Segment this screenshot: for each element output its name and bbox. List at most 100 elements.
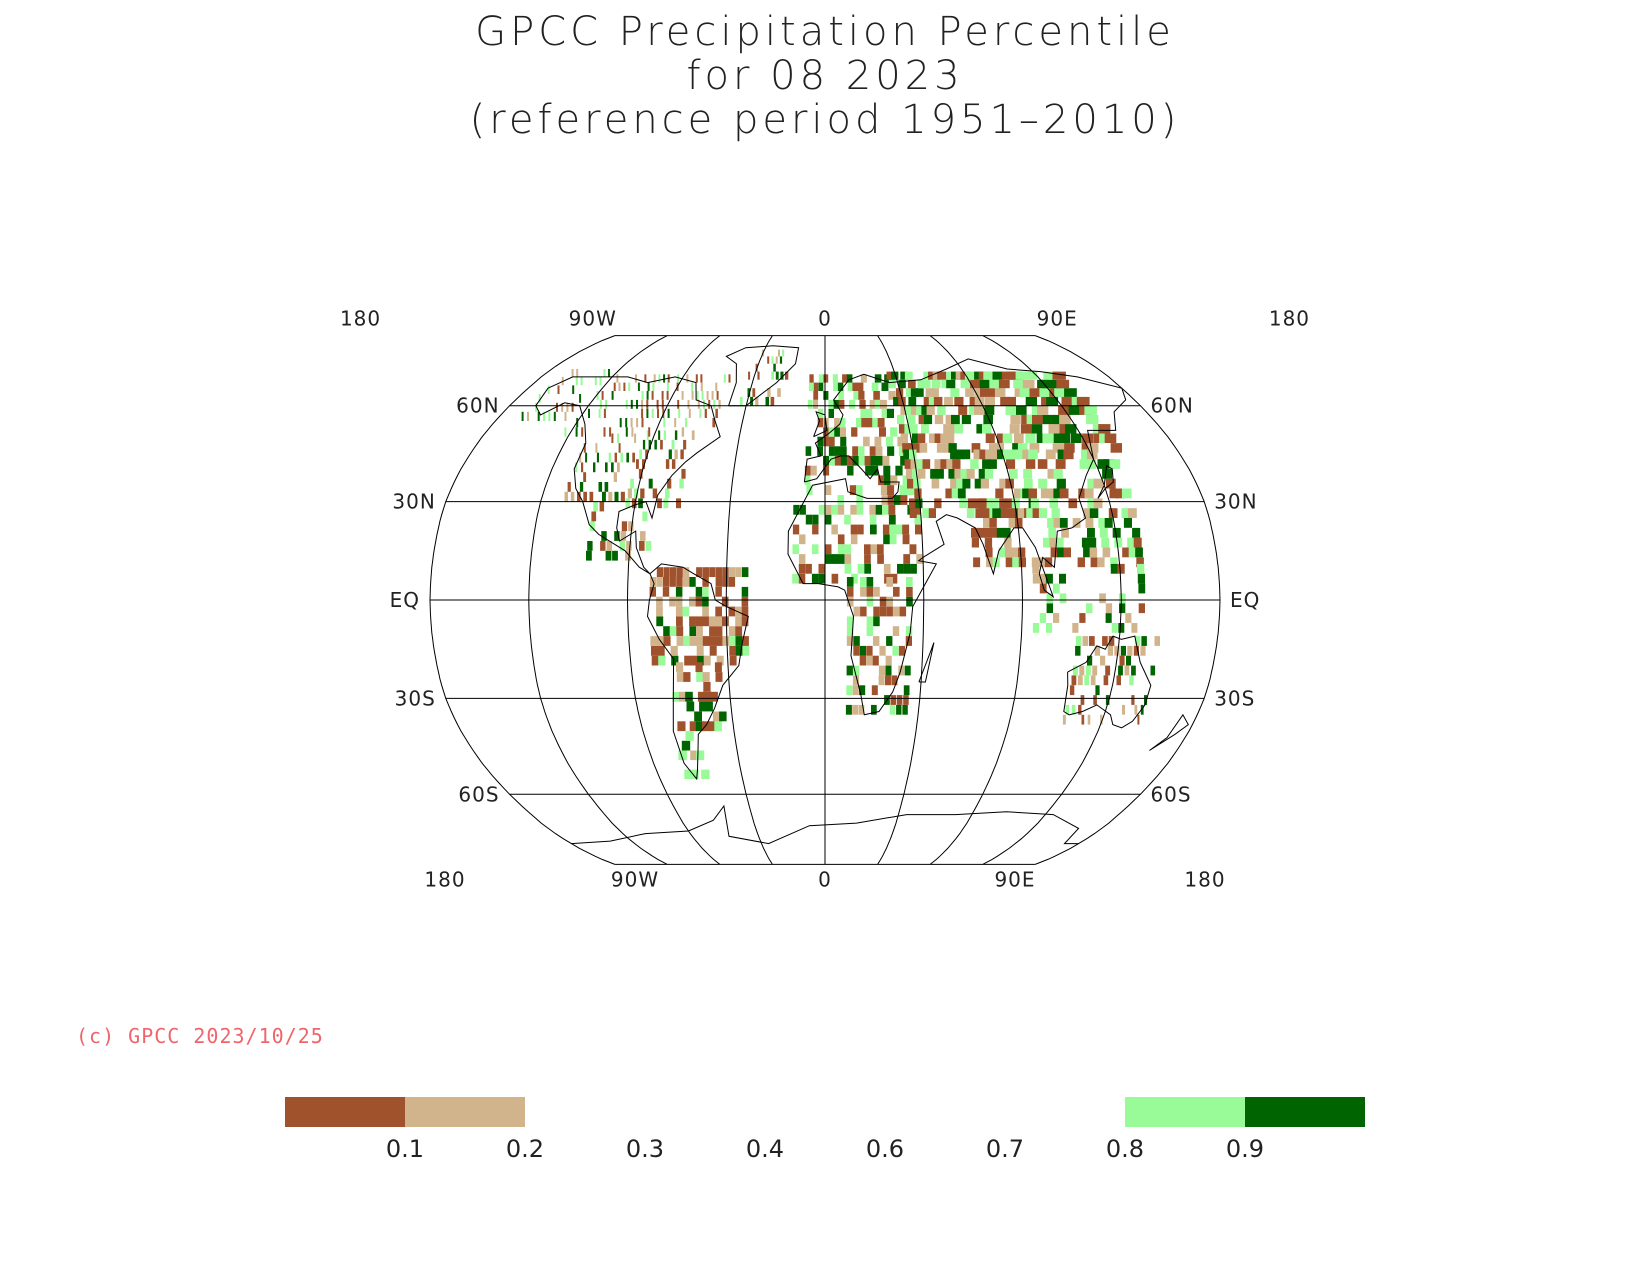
anomaly-cell	[709, 626, 716, 636]
anomaly-cell	[676, 567, 683, 577]
anomaly-cell	[912, 468, 920, 479]
anomaly-cell	[855, 418, 863, 428]
anomaly-cell	[1081, 443, 1093, 453]
anomaly-cell	[1013, 488, 1023, 499]
anomaly-cell	[898, 379, 906, 389]
anomaly-cell	[849, 399, 856, 409]
anomaly-cell	[989, 443, 999, 453]
lon-label-bottom: 0	[818, 867, 832, 891]
anomaly-cell	[1100, 655, 1106, 666]
anomaly-cell	[657, 408, 659, 418]
anomaly-cell	[676, 498, 681, 509]
anomaly-cell	[677, 374, 680, 383]
anomaly-cell	[944, 396, 953, 406]
anomaly-cell	[1047, 468, 1057, 479]
anomaly-cell	[899, 485, 907, 495]
anomaly-cell	[742, 645, 750, 656]
anomaly-cell	[1036, 433, 1047, 443]
anomaly-cell	[1134, 636, 1141, 646]
anomaly-cell	[913, 504, 921, 515]
legend-swatch-0.1-0.2	[405, 1097, 525, 1127]
anomaly-cell	[890, 573, 898, 584]
anomaly-cell	[899, 606, 907, 617]
anomaly-cell	[773, 363, 776, 372]
anomaly-cell	[1110, 443, 1122, 453]
anomaly-cell	[968, 405, 978, 415]
anomaly-cell	[1039, 388, 1052, 397]
anomaly-cell	[656, 577, 663, 587]
legend-swatch-below-0.1	[285, 1097, 405, 1127]
anomaly-cell	[962, 478, 971, 489]
anomaly-cell	[599, 501, 605, 512]
anomaly-cell	[636, 418, 639, 428]
anomaly-cell	[640, 531, 646, 541]
anomaly-cell	[712, 418, 716, 428]
anomaly-cell	[589, 491, 594, 502]
anomaly-cell	[636, 399, 638, 409]
anomaly-cell	[990, 527, 998, 538]
anomaly-cell	[871, 685, 878, 696]
anomaly-cell	[905, 626, 913, 636]
anomaly-cell	[1070, 433, 1082, 443]
anomaly-cell	[619, 541, 626, 551]
anomaly-cell	[852, 455, 860, 466]
anomaly-cell	[1041, 379, 1055, 389]
anomaly-cell	[1051, 508, 1060, 518]
anomaly-cell	[904, 371, 913, 380]
anomaly-cell	[804, 465, 811, 476]
anomaly-cell	[823, 427, 829, 437]
anomaly-cell	[838, 391, 844, 400]
anomaly-cell	[1005, 547, 1013, 558]
anomaly-cell	[703, 682, 711, 692]
anomaly-cell	[598, 482, 603, 492]
anomaly-cell	[831, 573, 839, 584]
anomaly-cell	[593, 501, 598, 512]
anomaly-cell	[702, 577, 709, 587]
anomaly-cell	[870, 524, 877, 535]
anomaly-cell	[890, 427, 898, 437]
anomaly-cell	[808, 382, 814, 391]
anomaly-cell	[903, 554, 911, 564]
anomaly-cell	[813, 399, 818, 409]
anomaly-cell	[1011, 498, 1020, 509]
anomaly-cell	[934, 459, 943, 469]
anomaly-cell	[876, 455, 884, 466]
anomaly-cell	[695, 596, 703, 607]
legend-swatch-0.2-0.3	[525, 1097, 645, 1127]
lon-label-bottom: 90W	[611, 867, 659, 891]
anomaly-cell	[1042, 414, 1054, 425]
anomaly-cell	[1080, 695, 1085, 705]
anomaly-cell	[928, 371, 937, 380]
anomaly-cell	[702, 636, 710, 646]
anomaly-cell	[886, 371, 894, 380]
anomaly-cell	[702, 586, 709, 597]
anomaly-cell	[828, 436, 835, 447]
anomaly-cell	[1110, 563, 1118, 574]
anomaly-cell	[921, 424, 929, 434]
anomaly-cell	[627, 488, 632, 499]
anomaly-cell	[890, 695, 897, 705]
legend-swatch-0.4-0.6	[765, 1097, 885, 1127]
anomaly-cell	[887, 485, 895, 495]
anomaly-cell	[677, 399, 680, 409]
anomaly-cell	[782, 349, 785, 357]
anomaly-cell	[739, 396, 743, 406]
anomaly-cell	[859, 399, 866, 409]
anomaly-cell	[1043, 537, 1051, 548]
anomaly-cell	[828, 408, 834, 418]
anomaly-cell	[1064, 443, 1075, 453]
anomaly-cell	[915, 498, 923, 509]
anomaly-cell	[984, 537, 993, 548]
anomaly-cell	[1077, 675, 1083, 686]
anomaly-cell	[986, 508, 994, 518]
anomaly-cell	[654, 439, 657, 450]
anomaly-cell	[646, 391, 649, 400]
anomaly-cell	[1108, 636, 1115, 646]
lon-label-bottom: 90E	[994, 867, 1035, 891]
anomaly-cell	[1049, 537, 1058, 548]
anomaly-cell	[581, 462, 584, 473]
anomaly-cell	[936, 468, 944, 479]
anomaly-cell	[639, 541, 645, 551]
anomaly-cell	[1108, 508, 1118, 518]
anomaly-cell	[998, 547, 1006, 558]
